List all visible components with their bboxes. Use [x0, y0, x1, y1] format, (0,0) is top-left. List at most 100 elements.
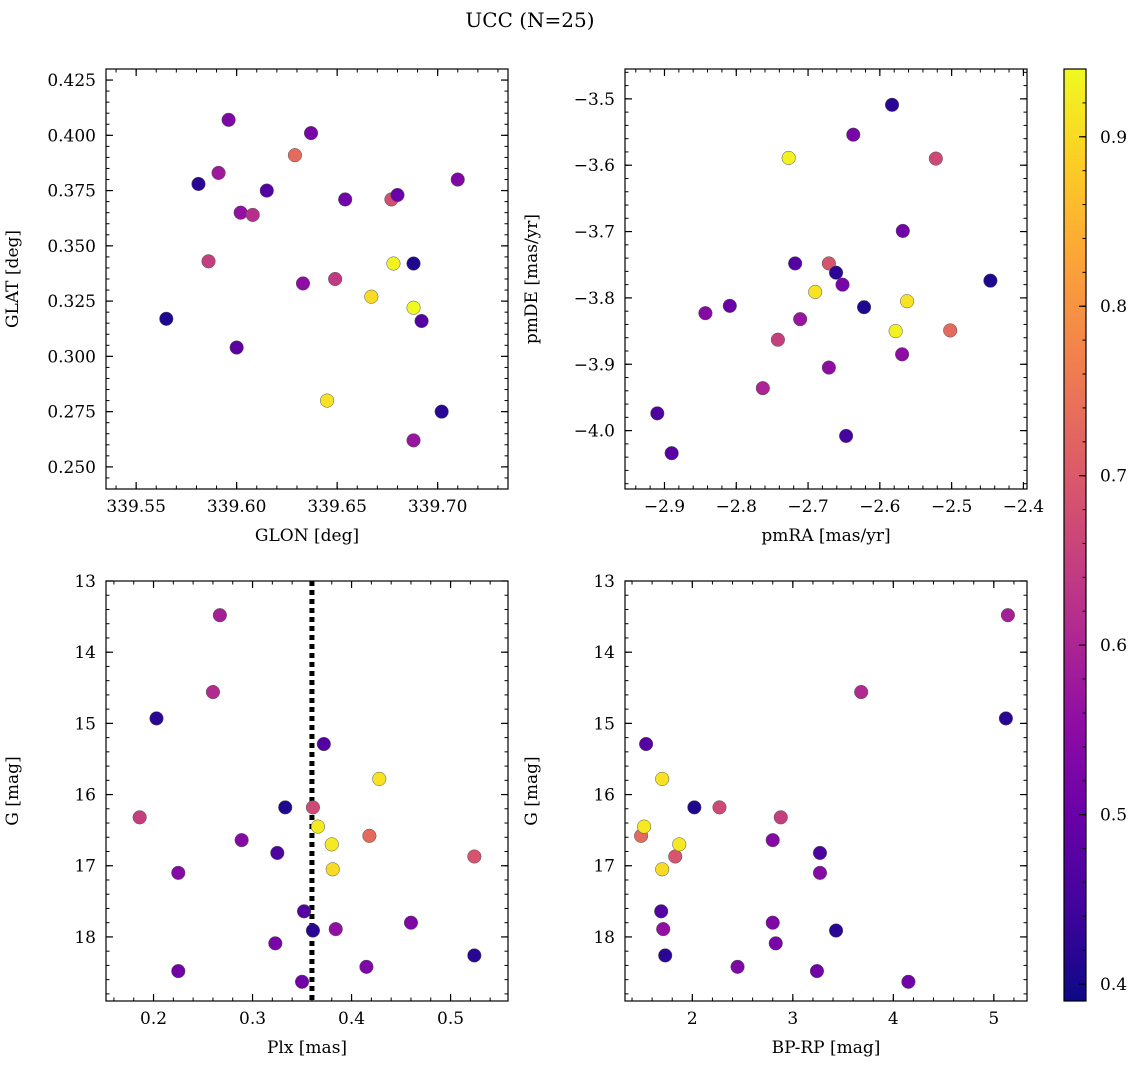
x-tick-label: 2 [687, 1009, 698, 1029]
data-point [328, 922, 343, 937]
data-point [900, 294, 915, 309]
y-tick-label: 14 [74, 643, 96, 663]
y-tick-label: 13 [593, 572, 615, 592]
data-point [305, 800, 320, 815]
data-point [829, 923, 844, 938]
colorbar-frame [1063, 68, 1087, 1002]
data-point [403, 915, 419, 930]
panel-4: 2 3 4 5 13 14 15 16 17 18 BP-RP [mag] G [mag] [522, 572, 1028, 1058]
x-tick-label: 0.4 [338, 1009, 365, 1029]
data-point [338, 192, 353, 207]
y-tick-label: −3.7 [574, 223, 615, 243]
y-tick-label: 15 [593, 714, 615, 734]
data-point [839, 428, 854, 443]
y-tick-label: −4.0 [574, 422, 615, 442]
data-point [406, 300, 421, 315]
y-axis-label: pmDE [mas/yr] [522, 214, 542, 344]
data-point [149, 711, 164, 726]
data-point [781, 150, 796, 165]
data-point [698, 306, 713, 321]
y-tick-label: 0.325 [47, 292, 96, 312]
data-point [287, 148, 302, 163]
data-points [159, 112, 465, 448]
data-point [765, 833, 780, 848]
x-tick-label: 0.5 [437, 1009, 464, 1029]
data-point [730, 959, 745, 974]
y-tick-label: 0.250 [47, 458, 96, 478]
data-points [634, 608, 1015, 989]
data-point [359, 959, 374, 974]
data-point [221, 112, 236, 127]
colorbar: 0.4 0.5 0.6 0.7 0.8 0.9 [1063, 68, 1127, 1002]
data-point [854, 685, 869, 700]
panel-1: 339.55 339.60 339.65 339.70 0.250 0.275 0.300 0… [3, 68, 509, 546]
panels: 339.55 339.60 339.65 339.70 0.250 0.275 0.300 0… [3, 68, 1044, 1058]
y-tick-label: −3.8 [574, 289, 615, 309]
data-point [835, 277, 850, 292]
y-tick-label: 0.350 [47, 237, 96, 257]
y-tick-label: 0.425 [47, 71, 96, 91]
data-point [793, 312, 808, 327]
data-point [668, 849, 683, 864]
x-tick-label: 0.2 [140, 1009, 167, 1029]
y-tick-label: 0.400 [47, 126, 96, 146]
y-tick-label: 0.300 [47, 347, 96, 367]
x-axis-label: pmRA [mas/yr] [761, 526, 890, 546]
data-point [755, 381, 770, 396]
colorbar-tick-label: 0.9 [1100, 128, 1127, 148]
x-tick-label: 339.70 [408, 497, 467, 517]
data-point [687, 800, 702, 815]
data-point [895, 223, 910, 238]
data-point [295, 276, 311, 291]
x-tick-label: 339.65 [307, 497, 366, 517]
data-point [434, 404, 449, 419]
data-point [294, 974, 310, 989]
y-axis-label: G [mag] [3, 756, 23, 825]
data-point [390, 187, 405, 203]
data-point [201, 254, 216, 269]
data-point [467, 948, 482, 963]
x-tick-label: −2.8 [716, 497, 757, 517]
data-point [928, 151, 943, 166]
data-point [770, 332, 785, 347]
data-point [765, 915, 780, 930]
data-point [406, 433, 421, 448]
y-tick-label: 16 [74, 786, 96, 806]
data-point [884, 97, 900, 112]
x-axis-label: GLON [deg] [255, 526, 359, 546]
data-point [268, 936, 283, 951]
data-point [386, 256, 401, 271]
data-point [212, 608, 227, 623]
panel-2: −2.9 −2.8 −2.7 −2.6 −2.5 −2.4 −4.0 −3.9 −3.8 −3.7… [522, 68, 1044, 546]
x-tick-label: 339.55 [106, 497, 165, 517]
y-tick-label: 17 [74, 857, 96, 877]
data-point [270, 845, 285, 860]
data-point [245, 207, 260, 222]
data-point [672, 837, 687, 852]
x-tick-label: 0.3 [239, 1009, 266, 1029]
data-point [768, 936, 783, 951]
data-point [205, 685, 220, 700]
data-point [233, 205, 248, 220]
y-tick-label: −3.6 [574, 156, 615, 176]
y-tick-label: 18 [593, 928, 615, 948]
data-point [362, 828, 377, 843]
y-tick-label: 13 [74, 572, 96, 592]
data-point [712, 800, 727, 815]
x-tick-label: −2.7 [787, 497, 828, 517]
plot-frame [105, 580, 509, 1002]
data-point [296, 904, 312, 919]
colorbar-tick-label: 0.6 [1100, 636, 1127, 656]
data-point [132, 810, 147, 825]
colorbar-gradient [1064, 69, 1086, 1001]
data-point [229, 340, 244, 355]
data-point [320, 393, 335, 408]
data-point [364, 289, 379, 304]
y-tick-label: −3.9 [574, 355, 615, 375]
y-tick-label: 0.375 [47, 182, 96, 202]
y-tick-label: 14 [593, 643, 615, 663]
data-point [303, 126, 319, 141]
y-tick-label: 16 [593, 786, 615, 806]
data-points [132, 608, 482, 989]
y-axis-label: GLAT [deg] [3, 230, 23, 328]
